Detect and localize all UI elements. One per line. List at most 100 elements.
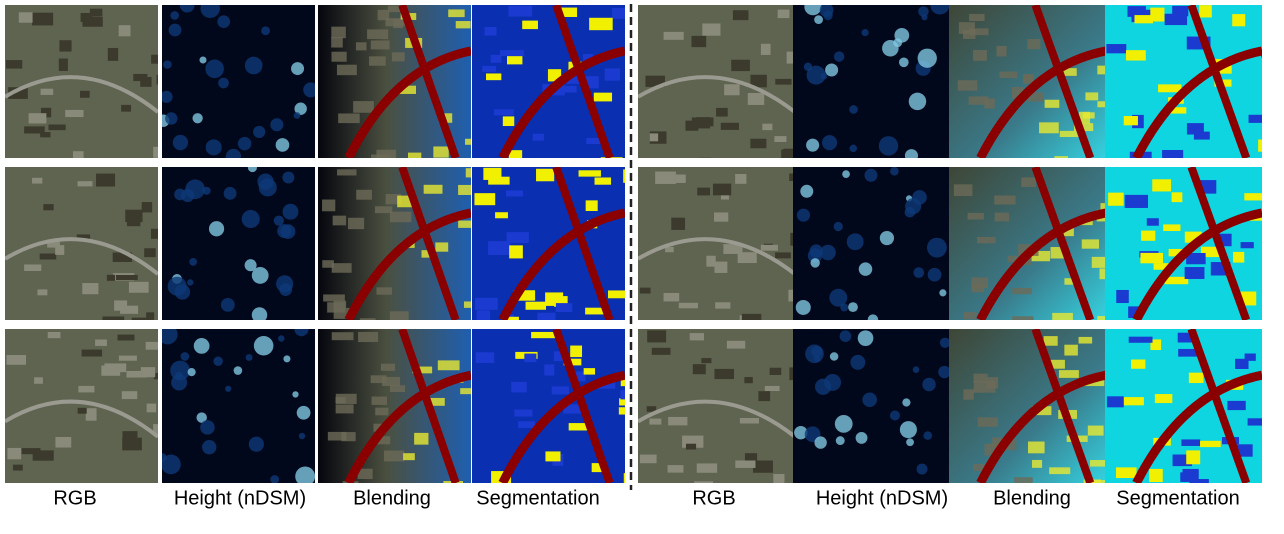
overlay (353, 101, 374, 113)
segment (1152, 179, 1172, 192)
segment (511, 381, 527, 393)
road (638, 237, 795, 276)
texture (32, 450, 54, 461)
segment (1141, 230, 1156, 241)
overlay (973, 380, 996, 393)
segment (1106, 44, 1127, 54)
road (344, 208, 471, 320)
height-blob (167, 276, 187, 296)
texture (47, 241, 60, 248)
texture (691, 35, 707, 48)
segment (554, 296, 568, 307)
road (398, 167, 460, 320)
height-blob (291, 62, 305, 76)
overlay (322, 260, 334, 268)
texture (121, 104, 132, 112)
tile-content (318, 167, 471, 320)
height-blob (223, 186, 237, 200)
overlay (977, 417, 998, 427)
road (1187, 167, 1251, 320)
road (638, 399, 795, 439)
overlay (1091, 256, 1106, 268)
segment (488, 176, 510, 185)
overlay (380, 363, 395, 371)
height-blob (820, 244, 836, 261)
overlay (333, 307, 355, 319)
segment (563, 358, 582, 366)
tile-content (793, 329, 950, 483)
height-blob (912, 366, 920, 373)
height-blob (918, 6, 929, 17)
height-blob (270, 118, 284, 132)
height-blob (171, 374, 188, 391)
overlay (1082, 112, 1095, 119)
texture (750, 74, 767, 88)
overlay (962, 29, 976, 39)
height-blob (878, 136, 899, 156)
segment (509, 245, 523, 259)
segment (589, 17, 613, 31)
segment (502, 116, 515, 127)
texture (639, 454, 657, 464)
texture (716, 107, 728, 117)
texture (702, 23, 721, 36)
road (976, 46, 1106, 158)
texture (144, 248, 156, 258)
texture (685, 443, 697, 450)
road (976, 370, 1106, 483)
overlay (455, 21, 471, 29)
height-blob (200, 5, 220, 19)
texture (667, 465, 684, 473)
height-blob (165, 112, 178, 125)
height-blob (906, 438, 914, 447)
texture (133, 73, 148, 82)
texture (96, 173, 116, 187)
height-blob (213, 356, 223, 366)
segment (1184, 267, 1205, 279)
texture (55, 436, 72, 448)
overlay (1089, 459, 1106, 467)
texture (665, 246, 674, 253)
height-blob (280, 224, 296, 239)
segment (474, 193, 496, 206)
overlay (1062, 68, 1077, 76)
overlay (358, 331, 379, 343)
height-blob (205, 59, 224, 79)
height-blob (237, 136, 252, 151)
segment (585, 200, 598, 212)
road (1132, 46, 1262, 158)
image-tile (793, 5, 950, 158)
segment (578, 170, 601, 177)
road (498, 208, 625, 320)
column-label: Height (nDSM) (174, 487, 306, 509)
texture (153, 146, 158, 158)
texture (741, 313, 762, 320)
road (1132, 370, 1262, 483)
overlay (336, 64, 357, 76)
texture (760, 43, 771, 55)
texture (65, 109, 84, 118)
texture (32, 177, 43, 184)
tile-content (162, 5, 315, 158)
tile-content (318, 5, 471, 158)
texture (150, 228, 158, 239)
texture (151, 54, 158, 64)
height-blob (245, 354, 253, 361)
overlay (398, 85, 416, 94)
image-tile (638, 329, 795, 483)
segment (544, 364, 555, 376)
height-blob (815, 378, 832, 395)
texture (125, 209, 143, 223)
segment (1258, 139, 1262, 152)
column-label: Height (nDSM) (816, 487, 948, 509)
overlay (968, 96, 989, 105)
segment (1149, 468, 1163, 483)
overlay (370, 40, 390, 50)
overlay (971, 284, 984, 293)
column-label: RGB (692, 487, 735, 509)
height-blob (938, 365, 950, 379)
texture (24, 126, 45, 134)
height-blob (794, 425, 808, 440)
height-blob (199, 56, 207, 64)
